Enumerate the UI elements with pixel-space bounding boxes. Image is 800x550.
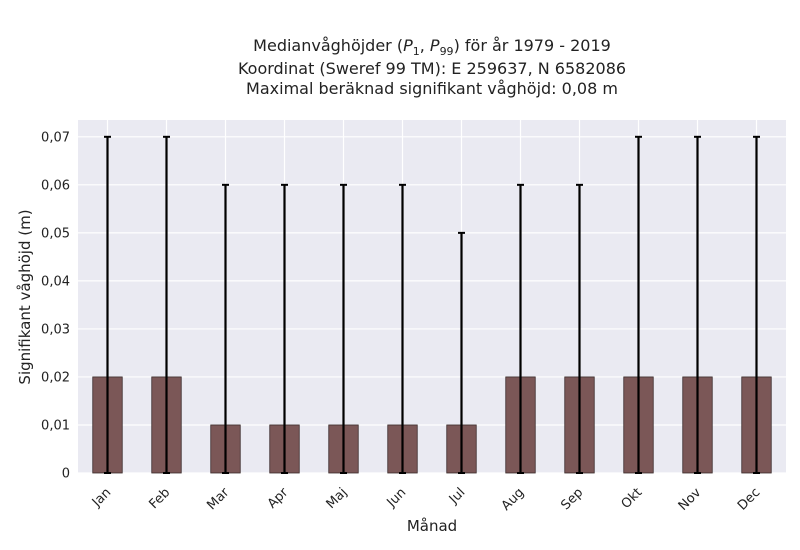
- x-tick-label-jan: Jan: [89, 485, 114, 510]
- y-tick-label: 0,01: [41, 418, 70, 433]
- y-tick-label: 0,06: [41, 178, 70, 193]
- error-bar-dec: [753, 135, 760, 474]
- y-tick-label: 0,05: [41, 226, 70, 241]
- y-tick-label: 0: [62, 467, 70, 482]
- chart-title-line-3: Maximal beräknad signifikant våghöjd: 0,…: [246, 79, 618, 98]
- chart-title: Medianvåghöjder (P1, P99) för år 1979 - …: [238, 36, 626, 98]
- x-tick-label-mar: Mar: [204, 485, 232, 513]
- y-axis-ticks: 0 0,01 0,02 0,03 0,04 0,05 0,06 0,07: [41, 130, 70, 481]
- y-tick-label: 0,07: [41, 130, 70, 145]
- y-tick-label: 0,02: [41, 370, 70, 385]
- error-bar-jan: [104, 135, 111, 474]
- x-axis-label: Månad: [407, 517, 457, 535]
- x-tick-label-jul: Jul: [446, 485, 468, 507]
- x-axis-ticks: Jan Feb Mar Apr Maj Jun Jul Aug Sep Okt Nov Dec: [89, 485, 763, 514]
- error-bar-mar: [222, 183, 229, 474]
- error-bar-maj: [340, 183, 347, 474]
- error-bar-okt: [635, 135, 642, 474]
- x-tick-label-dec: Dec: [735, 485, 763, 513]
- x-tick-label-apr: Apr: [265, 485, 292, 512]
- x-tick-label-maj: Maj: [324, 485, 351, 512]
- error-bar-feb: [163, 135, 170, 474]
- error-bar-sep: [576, 183, 583, 474]
- x-tick-label-nov: Nov: [676, 485, 705, 514]
- error-bars: [104, 135, 760, 474]
- error-bar-jun: [399, 183, 406, 474]
- x-tick-label-aug: Aug: [499, 485, 528, 514]
- error-bar-nov: [694, 135, 701, 474]
- chart-title-line-1: Medianvåghöjder (P1, P99) för år 1979 - …: [253, 36, 611, 58]
- error-bar-aug: [517, 183, 524, 474]
- y-tick-label: 0,03: [41, 322, 70, 337]
- chart-title-line-2: Koordinat (Sweref 99 TM): E 259637, N 65…: [238, 59, 626, 78]
- error-bar-apr: [281, 183, 288, 474]
- x-tick-label-jun: Jun: [384, 485, 410, 511]
- x-tick-label-okt: Okt: [619, 485, 646, 512]
- y-axis-label: Signifikant våghöjd (m): [16, 209, 34, 384]
- x-tick-label-sep: Sep: [558, 485, 586, 513]
- x-tick-label-feb: Feb: [146, 485, 173, 512]
- y-tick-label: 0,04: [41, 274, 70, 289]
- error-bar-jul: [458, 231, 465, 474]
- plot-area: [78, 120, 786, 473]
